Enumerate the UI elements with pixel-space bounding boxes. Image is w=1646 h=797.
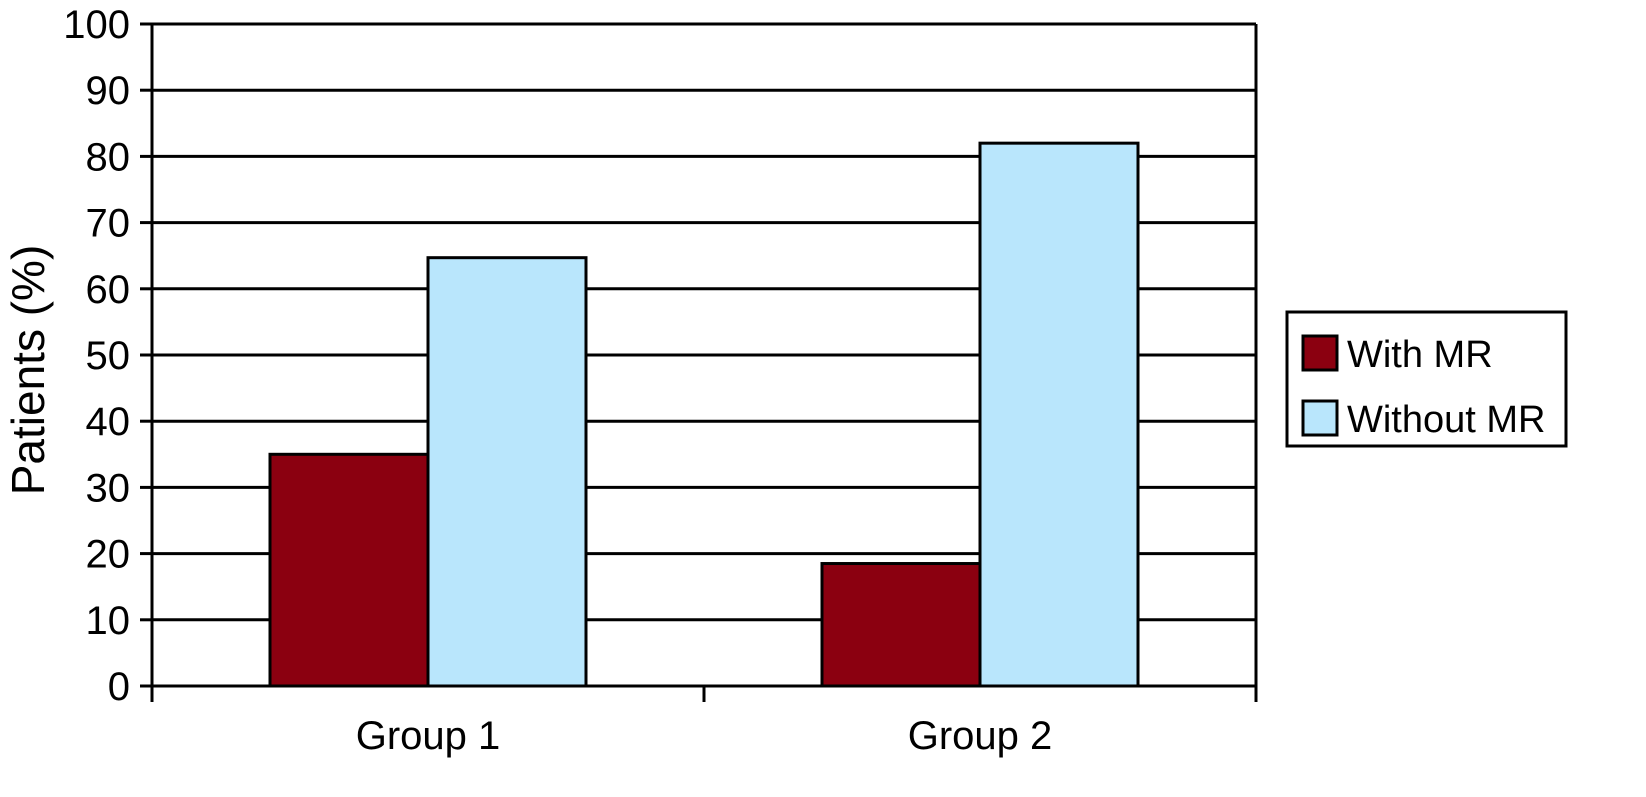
legend-swatch	[1301, 334, 1339, 372]
bar	[268, 452, 430, 688]
y-tick-label: 30	[86, 466, 131, 510]
x-tick-label: Group 1	[356, 714, 501, 758]
y-tick-label: 60	[86, 268, 131, 312]
bar	[426, 256, 588, 688]
y-tick-label: 70	[86, 202, 131, 246]
y-tick-label: 80	[86, 135, 131, 179]
legend: With MR Without MR	[1285, 310, 1568, 448]
y-tick-label: 40	[86, 400, 131, 444]
y-tick-label: 100	[63, 3, 130, 47]
tick-labels: 0 10 20 30 40 50 60 70 80 90 100 Group 1 Group 2	[63, 3, 1052, 758]
bar	[978, 141, 1140, 688]
legend-label: Without MR	[1347, 399, 1545, 441]
y-axis-title: Patients (%)	[2, 245, 54, 496]
x-tick-label: Group 2	[908, 714, 1053, 758]
axes	[140, 22, 1258, 702]
y-tick-label: 90	[86, 69, 131, 113]
y-tick-label: 50	[86, 334, 131, 378]
bars	[268, 141, 1140, 688]
legend-label: With MR	[1347, 334, 1493, 376]
y-tick-label: 10	[86, 599, 131, 643]
legend-swatch	[1301, 399, 1339, 437]
bar	[820, 562, 982, 688]
y-tick-label: 20	[86, 533, 131, 577]
y-tick-label: 0	[108, 665, 130, 709]
